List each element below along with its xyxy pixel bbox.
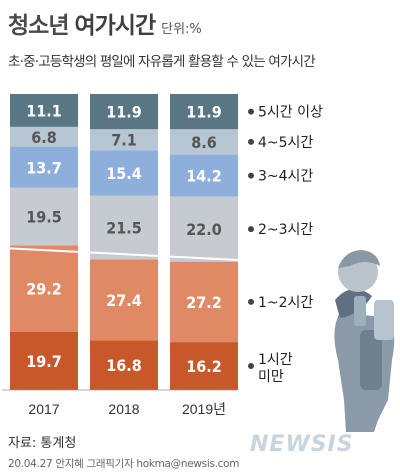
legend-marker	[248, 108, 254, 115]
legend-marker	[248, 138, 254, 145]
x-tick-label: 2017	[28, 401, 59, 417]
legend-marker	[248, 172, 254, 179]
bar-segment-2017-3	[10, 146, 78, 188]
unit-label: 단위:%	[161, 22, 202, 37]
legend-label: 미만	[258, 369, 284, 385]
data-label: 15.4	[106, 164, 142, 183]
data-label: 29.2	[26, 279, 62, 298]
data-label: 11.9	[186, 103, 222, 122]
bar-segment-2018-2	[90, 195, 158, 260]
bar-segment-2018-3	[90, 150, 158, 196]
legend-label: 1~2시간	[258, 295, 313, 311]
data-label: 19.5	[26, 207, 62, 226]
bar-segment-2019년-2	[170, 196, 238, 262]
bar-segment-2019년-1	[170, 261, 238, 343]
data-label: 16.8	[106, 356, 142, 375]
newsis-logo: NEWSIS	[250, 432, 354, 457]
credit-text: 20.04.27 안지혜 그래픽기자 hokma@newsis.com	[8, 458, 240, 470]
source-text: 자료: 통계청	[8, 436, 77, 451]
bar-segment-2019년-3	[170, 154, 238, 197]
data-label: 11.1	[26, 101, 62, 120]
data-label: 11.9	[106, 103, 142, 122]
data-label: 19.7	[26, 352, 62, 371]
bar-segment-2018-4	[90, 129, 158, 151]
legend-label: 2~3시간	[258, 222, 313, 238]
subtitle: 초·중·고등학생의 평일에 자유롭게 활용할 수 있는 여가시간	[8, 54, 316, 70]
bar-segment-2017-0	[10, 331, 78, 390]
legend-marker	[248, 298, 254, 305]
axis-break-line	[1, 247, 239, 261]
title-main: 청소년	[8, 13, 69, 39]
data-label: 6.8	[31, 128, 57, 147]
bar-segment-2017-2	[10, 187, 78, 246]
legend-marker	[248, 226, 254, 233]
data-label: 8.6	[191, 133, 217, 152]
bar-segment-2018-5	[90, 94, 158, 130]
bar-segment-2019년-0	[170, 342, 238, 390]
legend-label: 5시간 이상	[258, 105, 323, 121]
bar-segment-2019년-5	[170, 94, 238, 130]
bar-segment-2018-0	[90, 340, 158, 390]
bars-group: 19.7 29.2 19.5 13.7 6.8 11.1 16.8 27.4 21.5 15.4 7…	[10, 94, 238, 390]
data-label: 27.4	[106, 291, 142, 310]
bar-segment-2018-1	[90, 259, 158, 341]
bar-segment-2017-5	[10, 94, 78, 127]
legend-label: 1시간	[258, 352, 293, 368]
legend-marker	[248, 363, 254, 370]
bar-segment-2017-4	[10, 126, 78, 147]
legend-label: 3~4시간	[258, 169, 313, 185]
data-label: 22.0	[186, 220, 222, 239]
x-axis-labels: 2017 2018 2019년	[28, 401, 226, 417]
title-sub: 여가시간	[74, 13, 156, 39]
data-label: 21.5	[106, 219, 142, 238]
x-tick-label: 2018	[108, 401, 139, 417]
data-label: 7.1	[111, 131, 137, 150]
data-label: 16.2	[186, 357, 222, 376]
data-label: 14.2	[186, 167, 222, 186]
bar-segment-2019년-4	[170, 129, 238, 155]
bar-segment-2017-1	[10, 245, 78, 332]
student-illustration	[334, 250, 395, 432]
data-label: 13.7	[26, 158, 62, 177]
stacked-bar-chart: 19.7 29.2 19.5 13.7 6.8 11.1 16.8 27.4 21.5 15.4 7…	[1, 94, 395, 432]
page-title: 청소년 여가시간 단위:%	[8, 6, 202, 40]
legend-label: 4~5시간	[258, 135, 313, 151]
data-label: 27.2	[186, 293, 222, 312]
x-tick-label: 2019년	[182, 401, 226, 417]
